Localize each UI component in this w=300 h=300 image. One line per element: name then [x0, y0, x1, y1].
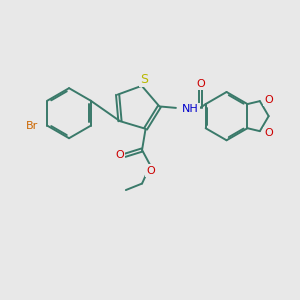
Text: O: O [196, 79, 205, 89]
Text: S: S [140, 73, 148, 86]
Text: O: O [115, 150, 124, 160]
Text: O: O [265, 128, 273, 138]
Text: O: O [265, 94, 273, 105]
Text: O: O [146, 166, 155, 176]
Text: NH: NH [182, 104, 199, 114]
Text: Br: Br [26, 121, 38, 131]
